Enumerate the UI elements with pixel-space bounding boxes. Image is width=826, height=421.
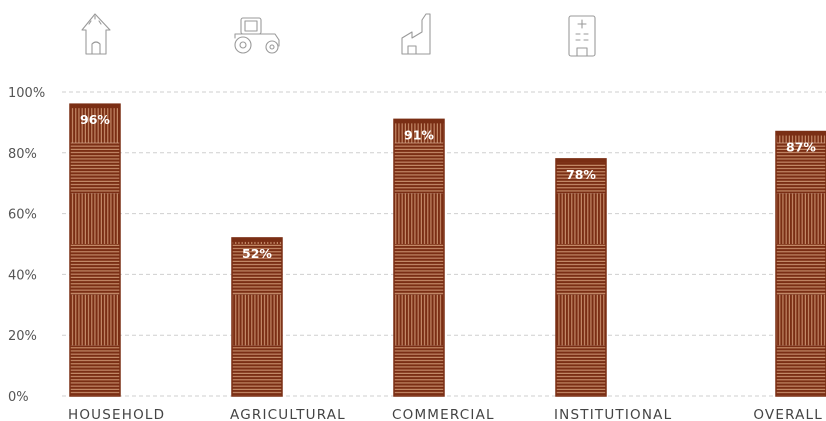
y-tick-label: 40% (8, 268, 37, 283)
bar-value-label: 87% (786, 140, 816, 155)
x-category-label: OVERALL (753, 407, 823, 421)
bar-value-label: 96% (80, 112, 110, 127)
factory-icon (401, 13, 431, 55)
bar (555, 158, 607, 397)
bar-value-label: 52% (242, 246, 272, 261)
y-tick-label: 100% (8, 86, 45, 101)
x-category-label: COMMERCIAL (392, 407, 495, 421)
bar (69, 103, 121, 397)
y-tick-label: 60% (8, 208, 37, 223)
bar (775, 130, 826, 397)
tractor-icon (234, 17, 280, 54)
y-tick-label: 0% (8, 390, 29, 405)
hospital-icon (568, 15, 596, 57)
bar (231, 237, 283, 397)
bar-value-label: 78% (566, 167, 596, 182)
y-tick-label: 80% (8, 147, 37, 162)
bar-value-label: 91% (404, 127, 434, 142)
hut-icon (81, 13, 111, 55)
bar (393, 118, 445, 397)
x-category-label: INSTITUTIONAL (554, 407, 672, 421)
y-tick-label: 20% (8, 329, 37, 344)
x-category-label: AGRICULTURAL (230, 407, 346, 421)
x-category-label: HOUSEHOLD (68, 407, 165, 421)
